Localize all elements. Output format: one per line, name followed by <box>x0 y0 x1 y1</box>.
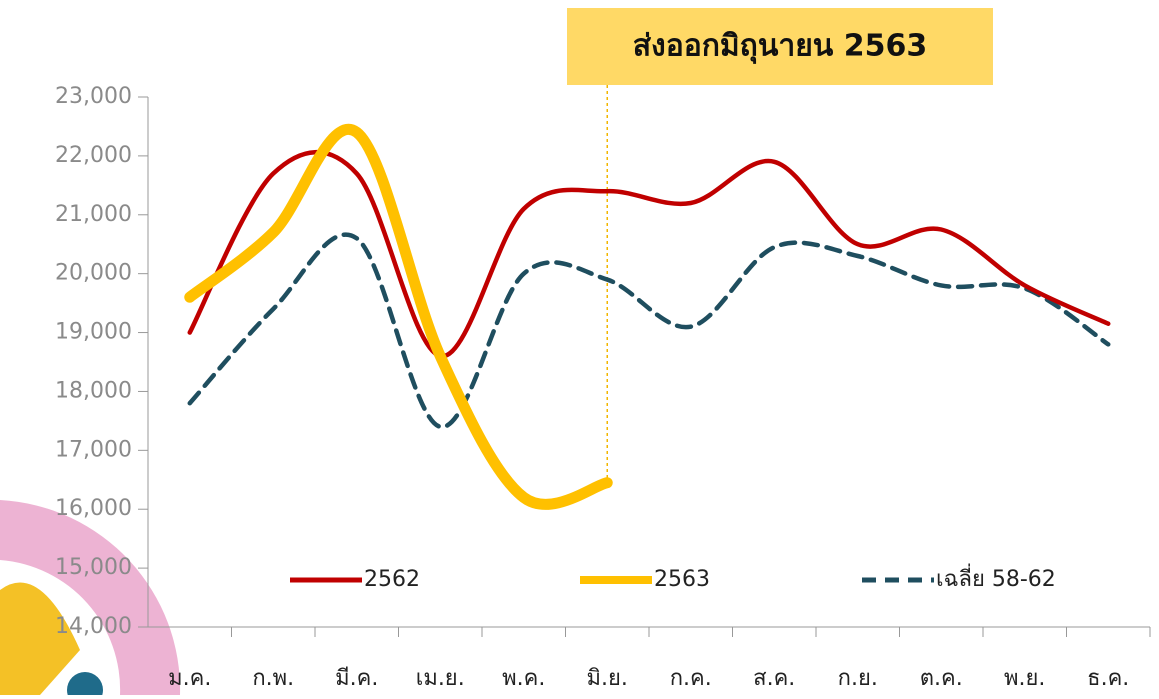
x-tick-label: ต.ค. <box>920 666 963 691</box>
x-tick-label: มี.ค. <box>335 666 378 691</box>
y-tick-label: 23,000 <box>55 84 132 109</box>
y-tick-label: 20,000 <box>55 261 132 286</box>
y-tick-label: 14,000 <box>55 614 132 639</box>
logo-decoration <box>0 500 181 699</box>
series-line <box>184 124 613 510</box>
x-tick-label: มิ.ย. <box>587 666 628 691</box>
y-tick-label: 19,000 <box>55 320 132 345</box>
legend-label: เฉลี่ย 58-62 <box>936 563 1056 592</box>
legend-label: 2563 <box>654 567 710 592</box>
legend-label: 2562 <box>364 567 420 592</box>
y-tick-label: 15,000 <box>55 555 132 580</box>
y-tick-label: 21,000 <box>55 202 132 227</box>
x-tick-label: ก.ย. <box>838 666 878 691</box>
x-tick-label: ก.พ. <box>252 666 294 691</box>
y-tick-label: 16,000 <box>55 496 132 521</box>
y-tick-label: 22,000 <box>55 143 132 168</box>
x-tick-label: ก.ค. <box>670 666 712 691</box>
y-tick-label: 17,000 <box>55 437 132 462</box>
x-tick-label: พ.ย. <box>1004 666 1045 691</box>
x-tick-label: พ.ค. <box>502 666 545 691</box>
annotation: ส่งออกมิถุนายน 2563 <box>633 29 927 65</box>
x-tick-label: ม.ค. <box>168 666 211 691</box>
x-tick-label: ส.ค. <box>753 666 795 691</box>
x-tick-label: เม.ย. <box>416 666 465 691</box>
x-tick-label: ธ.ค. <box>1087 666 1129 691</box>
y-tick-label: 18,000 <box>55 378 132 403</box>
series-line <box>187 232 1111 430</box>
annotation-box <box>567 8 993 85</box>
series-line <box>187 150 1111 359</box>
